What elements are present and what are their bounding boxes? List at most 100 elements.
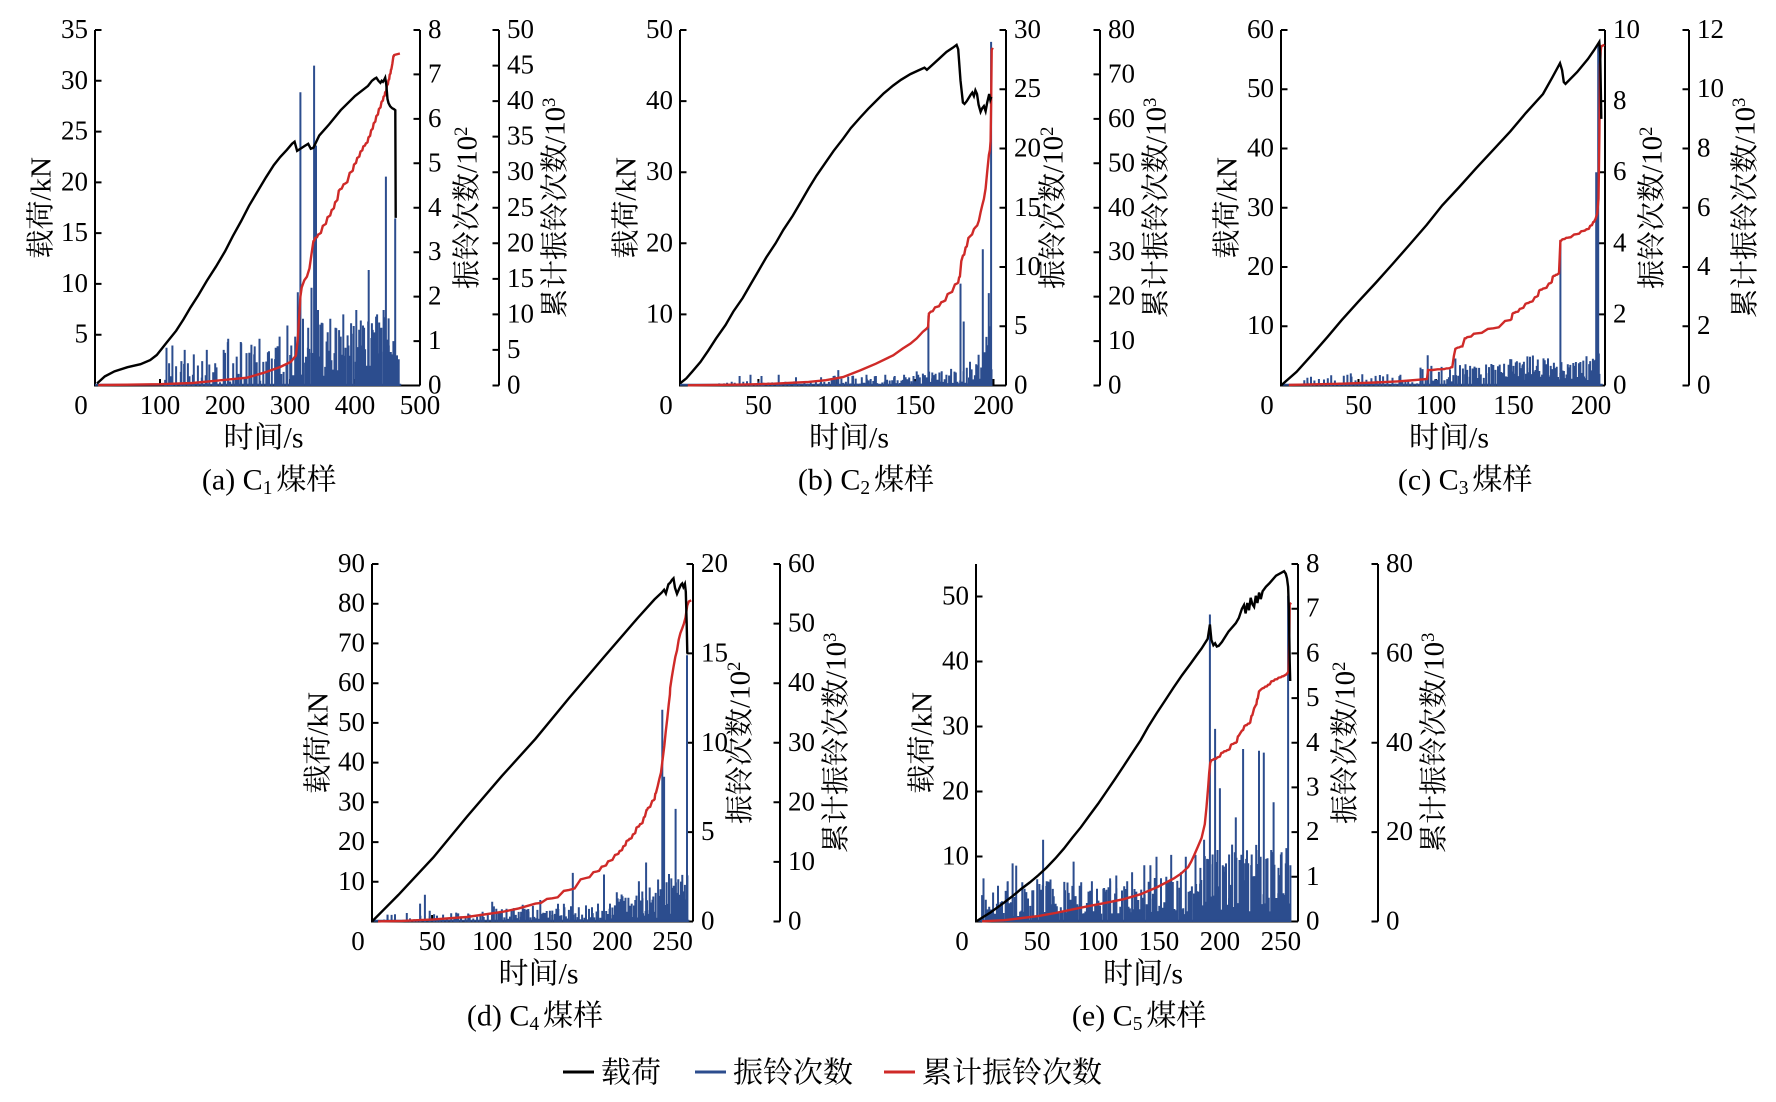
svg-text:15: 15 [1014, 192, 1041, 222]
svg-text:200: 200 [205, 390, 246, 420]
svg-text:0: 0 [1260, 390, 1274, 420]
svg-text:45: 45 [507, 50, 534, 80]
svg-text:20: 20 [1014, 133, 1041, 163]
svg-text:2: 2 [1613, 298, 1627, 328]
svg-text:2: 2 [724, 662, 745, 671]
svg-text:2: 2 [428, 281, 442, 311]
svg-text:10: 10 [788, 846, 815, 876]
svg-text:3: 3 [1459, 478, 1469, 499]
svg-text:100: 100 [1416, 390, 1457, 420]
svg-text:4: 4 [1613, 227, 1627, 257]
svg-text:/s: /s [1469, 422, 1489, 455]
svg-text:/s: /s [1163, 958, 1183, 991]
svg-text:1: 1 [1306, 861, 1320, 891]
svg-text:40: 40 [507, 85, 534, 115]
svg-text:(e) C: (e) C [1072, 1000, 1133, 1033]
svg-text:50: 50 [507, 14, 534, 44]
svg-text:30: 30 [1108, 236, 1135, 266]
svg-text:8: 8 [1613, 85, 1627, 115]
svg-text:35: 35 [507, 121, 534, 151]
svg-text:10: 10 [1014, 251, 1041, 281]
svg-text:50: 50 [1345, 390, 1372, 420]
svg-text:2: 2 [1306, 816, 1320, 846]
svg-text:2: 2 [860, 478, 870, 499]
svg-text:50: 50 [942, 581, 969, 611]
svg-text:25: 25 [1014, 73, 1041, 103]
svg-text:80: 80 [1386, 548, 1413, 578]
svg-text:40: 40 [1108, 192, 1135, 222]
svg-text:20: 20 [646, 227, 673, 257]
svg-text:30: 30 [788, 727, 815, 757]
svg-text:2: 2 [451, 127, 472, 136]
svg-text:2: 2 [1636, 127, 1657, 136]
svg-text:3: 3 [1140, 98, 1161, 107]
svg-text:0: 0 [1386, 906, 1400, 936]
svg-text:10: 10 [646, 298, 673, 328]
svg-text:/10: /10 [1419, 642, 1451, 679]
svg-text:60: 60 [1386, 637, 1413, 667]
svg-text:25: 25 [507, 192, 534, 222]
svg-text:/10: /10 [540, 107, 572, 144]
svg-text:200: 200 [592, 926, 633, 956]
svg-text:3: 3 [428, 236, 442, 266]
svg-text:30: 30 [338, 786, 365, 816]
svg-text:40: 40 [338, 747, 365, 777]
svg-text:/10: /10 [1038, 136, 1070, 173]
svg-text:100: 100 [1078, 926, 1119, 956]
svg-text:20: 20 [1247, 251, 1274, 281]
svg-text:10: 10 [1697, 73, 1724, 103]
svg-text:/10: /10 [1730, 107, 1762, 144]
svg-text:40: 40 [788, 667, 815, 697]
svg-text:2: 2 [1697, 310, 1711, 340]
svg-text:30: 30 [942, 711, 969, 741]
svg-text:4: 4 [1306, 727, 1320, 757]
svg-text:/kN: /kN [1212, 157, 1244, 201]
svg-text:0: 0 [507, 370, 521, 400]
svg-text:50: 50 [1024, 926, 1051, 956]
svg-text:0: 0 [701, 906, 715, 936]
svg-text:8: 8 [1697, 133, 1711, 163]
svg-text:20: 20 [1108, 281, 1135, 311]
svg-text:/10: /10 [821, 642, 853, 679]
svg-text:/kN: /kN [26, 157, 58, 201]
svg-text:2: 2 [1037, 127, 1058, 136]
svg-text:7: 7 [1306, 593, 1320, 623]
svg-text:15: 15 [701, 637, 728, 667]
svg-text:6: 6 [428, 103, 442, 133]
svg-text:250: 250 [652, 926, 693, 956]
svg-text:/kN: /kN [907, 692, 939, 736]
svg-text:40: 40 [646, 85, 673, 115]
svg-text:150: 150 [1139, 926, 1180, 956]
svg-text:5: 5 [1014, 310, 1028, 340]
svg-text:30: 30 [61, 65, 88, 95]
svg-text:150: 150 [1493, 390, 1534, 420]
svg-text:200: 200 [973, 390, 1014, 420]
svg-text:30: 30 [1014, 14, 1041, 44]
svg-text:6: 6 [1697, 192, 1711, 222]
svg-text:100: 100 [816, 390, 857, 420]
svg-text:20: 20 [788, 786, 815, 816]
svg-text:5: 5 [701, 816, 715, 846]
svg-text:5: 5 [1133, 1014, 1143, 1035]
svg-text:1: 1 [263, 478, 273, 499]
svg-text:0: 0 [1697, 370, 1711, 400]
svg-text:3: 3 [1306, 771, 1320, 801]
svg-text:(d) C: (d) C [467, 1000, 530, 1033]
svg-text:0: 0 [659, 390, 673, 420]
svg-text:50: 50 [788, 608, 815, 638]
svg-text:30: 30 [1247, 192, 1274, 222]
svg-text:10: 10 [338, 866, 365, 896]
svg-text:300: 300 [270, 390, 311, 420]
svg-text:2: 2 [1329, 662, 1350, 671]
svg-text:25: 25 [61, 116, 88, 146]
svg-text:200: 200 [1571, 390, 1612, 420]
svg-text:200: 200 [1200, 926, 1241, 956]
svg-text:50: 50 [646, 14, 673, 44]
svg-text:40: 40 [942, 646, 969, 676]
svg-text:3: 3 [539, 98, 560, 107]
svg-text:/10: /10 [1141, 107, 1173, 144]
svg-text:0: 0 [1613, 370, 1627, 400]
svg-text:/10: /10 [1330, 671, 1362, 708]
svg-text:/10: /10 [452, 136, 484, 173]
svg-text:70: 70 [338, 627, 365, 657]
